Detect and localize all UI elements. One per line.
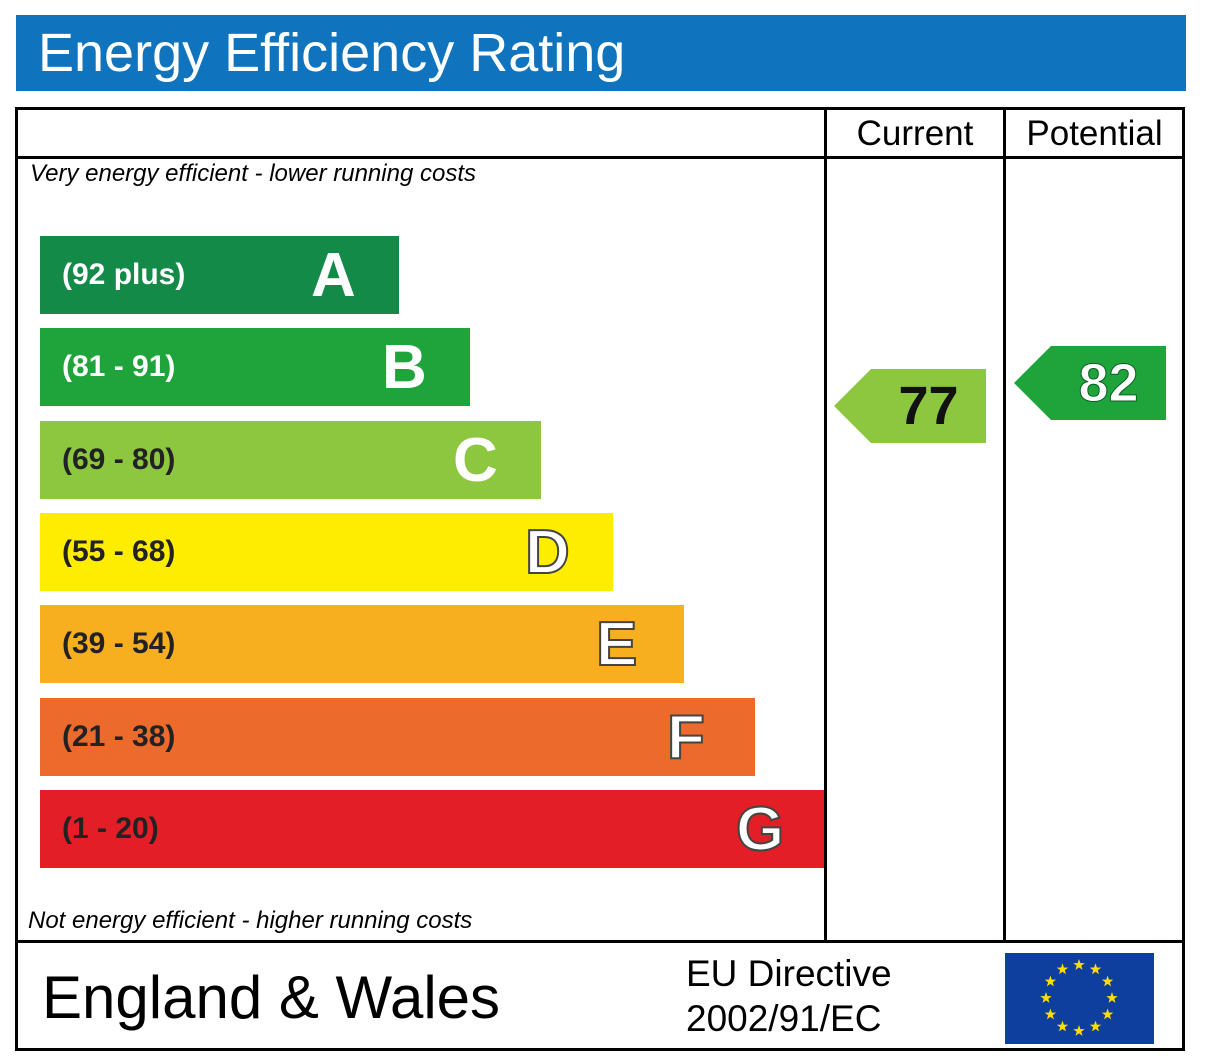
- current-column-header: Current: [856, 114, 974, 153]
- band-c-range: (69 - 80): [62, 443, 176, 476]
- band-f-range: (21 - 38): [62, 720, 176, 753]
- current-column-divider: [824, 109, 827, 941]
- band-c-letter: C: [453, 425, 498, 495]
- eu-star-icon: [1089, 963, 1102, 975]
- potential-column-header: Potential: [1026, 114, 1163, 153]
- eu-star-icon: [1073, 1025, 1085, 1036]
- band-d-letter: D: [524, 517, 571, 588]
- current-rating-value: 77: [898, 376, 959, 436]
- band-b-letter: B: [382, 332, 427, 402]
- band-a-range: (92 plus): [62, 258, 186, 291]
- band-d: (55 - 68) D: [40, 513, 613, 591]
- band-g-letter: G: [735, 794, 785, 865]
- eu-star-icon: [1040, 992, 1052, 1003]
- top-caption: Very energy efficient - lower running co…: [30, 160, 476, 187]
- eu-flag-icon: [1005, 953, 1154, 1044]
- band-b: (81 - 91) B: [40, 328, 470, 406]
- eu-star-icon: [1056, 963, 1069, 975]
- rating-table: [15, 107, 1185, 1051]
- eu-star-icon: [1101, 1008, 1114, 1020]
- band-f: (21 - 38) F: [40, 698, 755, 776]
- eu-star-icon: [1101, 975, 1114, 987]
- header-bar: Energy Efficiency Rating: [16, 15, 1186, 91]
- eu-star-icon: [1044, 1008, 1057, 1020]
- band-f-letter: F: [666, 702, 706, 773]
- bottom-caption: Not energy efficient - higher running co…: [28, 907, 473, 934]
- potential-rating-value: 82: [1078, 353, 1139, 414]
- eu-star-icon: [1106, 992, 1118, 1003]
- eu-star-icon: [1073, 959, 1085, 970]
- page-title: Energy Efficiency Rating: [38, 23, 626, 83]
- band-b-range: (81 - 91): [62, 350, 176, 383]
- current-rating-arrow: 77: [834, 369, 986, 443]
- directive-line-2: 2002/91/EC: [686, 998, 882, 1039]
- band-e-range: (39 - 54): [62, 627, 176, 660]
- band-g-range: (1 - 20): [62, 812, 159, 845]
- current-rating-arrow-shape: [834, 369, 986, 443]
- eu-star-icon: [1089, 1020, 1102, 1032]
- band-a-letter: A: [311, 240, 356, 310]
- directive-line-1: EU Directive: [686, 953, 892, 994]
- band-a: (92 plus) A: [40, 236, 399, 314]
- header-row-divider: [17, 156, 1183, 159]
- potential-rating-arrow-shape: [1014, 346, 1166, 420]
- eu-star-icon: [1044, 975, 1057, 987]
- footer-row-divider: [17, 940, 1183, 943]
- potential-rating-arrow: 82: [1014, 346, 1166, 420]
- band-c: (69 - 80) C: [40, 421, 541, 499]
- potential-column-divider: [1003, 109, 1006, 941]
- country-label: England & Wales: [42, 964, 501, 1031]
- band-e: (39 - 54) E: [40, 605, 684, 683]
- band-e-letter: E: [595, 609, 638, 680]
- eu-star-icon: [1056, 1020, 1069, 1032]
- band-g: (1 - 20) G: [40, 790, 824, 868]
- band-d-range: (55 - 68): [62, 535, 176, 568]
